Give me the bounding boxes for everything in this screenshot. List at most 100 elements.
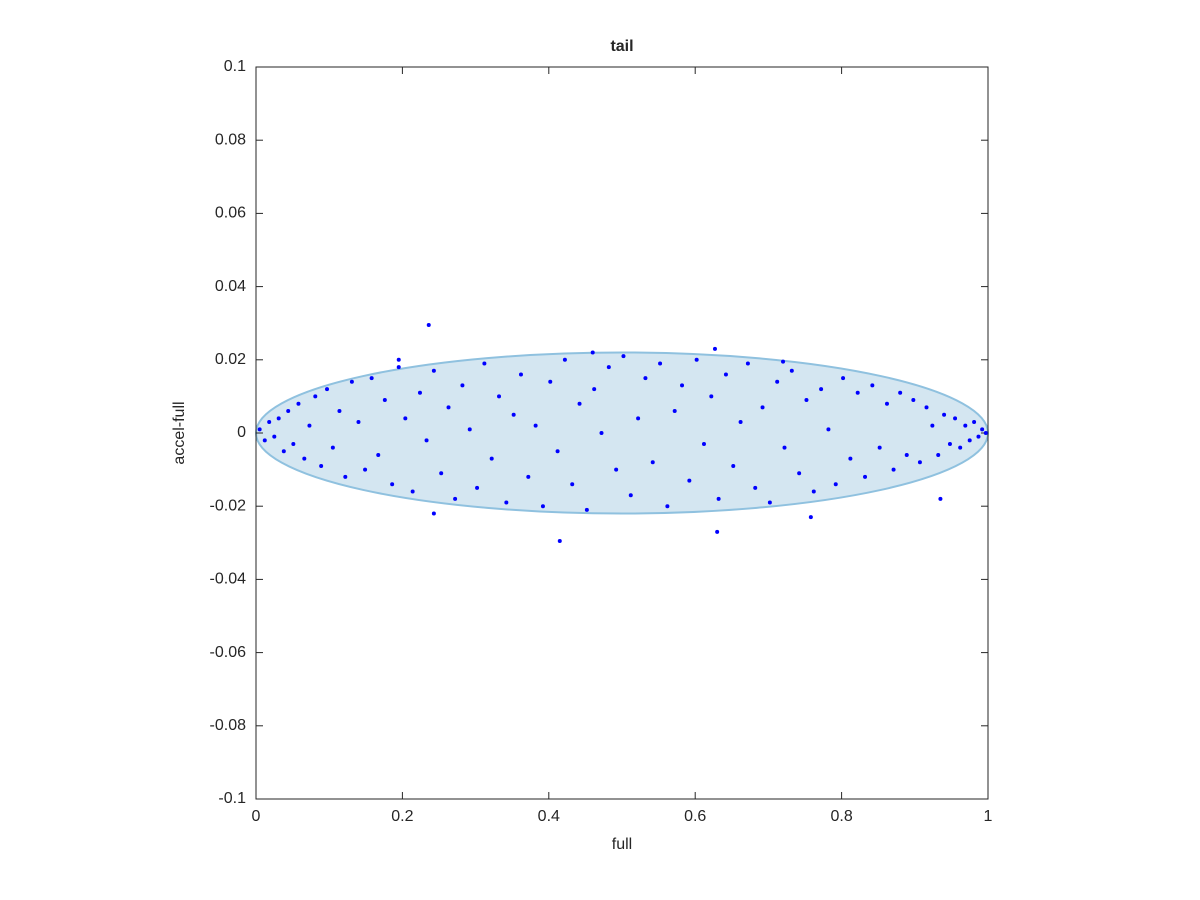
scatter-point <box>819 387 824 392</box>
scatter-point <box>446 405 451 410</box>
scatter-point <box>272 434 277 439</box>
scatter-point <box>789 368 794 373</box>
scatter-point <box>599 431 604 435</box>
scatter-point <box>431 511 436 516</box>
scatter-point <box>606 365 611 370</box>
scatter-point <box>826 427 831 432</box>
scatter-point <box>302 456 307 461</box>
scatter-point <box>650 460 655 465</box>
scatter-point <box>548 379 553 384</box>
y-tick-label: -0.06 <box>210 644 247 661</box>
scatter-point <box>980 427 985 432</box>
scatter-point <box>590 350 595 355</box>
scatter-point <box>963 423 968 428</box>
scatter-point <box>592 387 597 392</box>
scatter-point <box>658 361 663 366</box>
scatter-point <box>307 423 312 428</box>
y-tick-label: -0.02 <box>210 497 247 514</box>
x-tick-label: 0.4 <box>538 808 560 825</box>
scatter-point <box>709 394 714 399</box>
scatter-point <box>504 500 509 505</box>
scatter-point <box>533 423 538 428</box>
scatter-point <box>453 496 458 501</box>
scatter-point <box>781 359 786 364</box>
scatter-point <box>694 357 699 362</box>
scatter-point <box>343 474 348 479</box>
x-tick-label: 0.6 <box>684 808 706 825</box>
scatter-point <box>775 379 780 384</box>
scatter-point <box>286 409 291 414</box>
scatter-point <box>410 489 415 494</box>
y-tick-label: 0.08 <box>215 131 246 148</box>
scatter-point <box>972 420 977 425</box>
scatter-point <box>716 496 721 501</box>
x-tick-label: 0.2 <box>391 808 413 825</box>
scatter-point <box>712 346 717 351</box>
scatter-point <box>924 405 929 410</box>
scatter-point <box>917 460 922 465</box>
scatter-point <box>431 368 436 373</box>
scatter-point <box>417 390 422 395</box>
scatter-point <box>701 441 706 446</box>
scatter-point <box>570 482 575 487</box>
scatter-point <box>767 500 772 505</box>
scatter-point <box>489 456 494 461</box>
scatter-point <box>396 357 401 362</box>
scatter-point <box>262 438 267 443</box>
scatter-point <box>680 383 685 388</box>
scatter-point <box>936 452 941 457</box>
scatter-point <box>540 504 545 509</box>
scatter-point <box>833 482 838 487</box>
scatter-point <box>665 504 670 509</box>
scatter-point <box>356 420 361 425</box>
scatter-point <box>870 383 875 388</box>
scatter-point <box>497 394 502 399</box>
scatter-point <box>672 409 677 414</box>
scatter-point <box>797 471 802 476</box>
scatter-point <box>782 445 787 450</box>
y-tick-label: -0.04 <box>210 571 247 588</box>
scatter-point <box>475 485 480 490</box>
scatter-point <box>363 467 368 472</box>
scatter-point <box>745 361 750 366</box>
scatter-point <box>396 365 401 370</box>
x-axis-label: full <box>612 836 632 853</box>
scatter-point <box>369 376 374 381</box>
scatter-point <box>942 412 947 417</box>
scatter-point <box>687 478 692 483</box>
scatter-point <box>877 445 882 450</box>
scatter-point <box>753 485 758 490</box>
scatter-point <box>518 372 523 377</box>
scatter-point <box>628 493 633 498</box>
scatter-point <box>426 323 431 328</box>
scatter-point <box>811 489 816 494</box>
scatter-point <box>760 405 765 410</box>
scatter-point <box>319 463 324 468</box>
scatter-point <box>584 507 589 512</box>
scatter-point <box>281 449 286 454</box>
scatter-point <box>439 471 444 476</box>
scatter-point <box>511 412 516 417</box>
scatter-point <box>296 401 301 406</box>
scatter-point <box>930 423 935 428</box>
scatter-point <box>577 401 582 406</box>
y-tick-label: 0.06 <box>215 205 246 222</box>
scatter-point <box>967 438 972 443</box>
scatter-point <box>267 420 272 425</box>
scatter-point <box>555 449 560 454</box>
scatter-point <box>938 496 943 501</box>
scatter-point <box>313 394 318 399</box>
scatter-point <box>382 398 387 403</box>
scatter-point <box>808 515 813 520</box>
scatter-point <box>276 416 281 421</box>
scatter-point <box>898 390 903 395</box>
scatter-point <box>855 390 860 395</box>
scatter-point <box>526 474 531 479</box>
scatter-point <box>848 456 853 461</box>
scatter-point <box>983 431 988 435</box>
scatter-point <box>976 434 981 439</box>
y-axis-label: accel-full <box>171 401 188 464</box>
scatter-point <box>257 427 262 432</box>
x-tick-label: 0.8 <box>830 808 852 825</box>
